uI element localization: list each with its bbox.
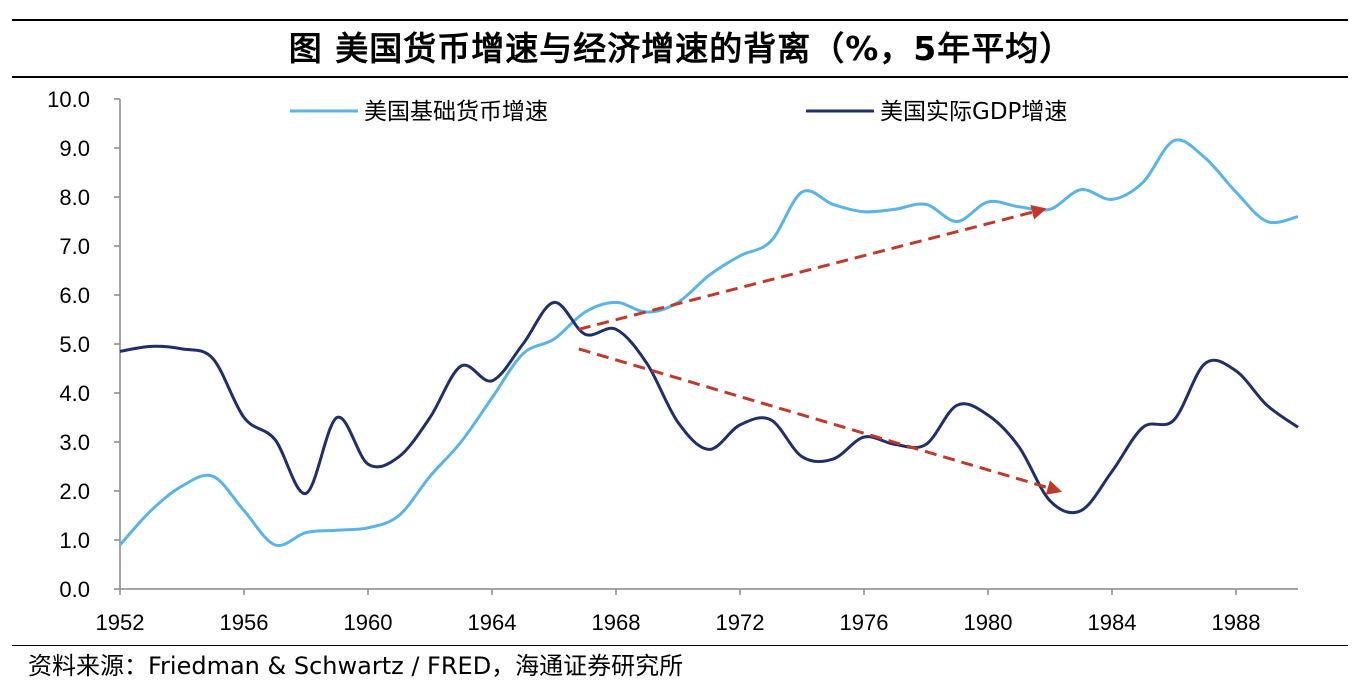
source-note: 资料来源：Friedman & Schwartz / FRED，海通证券研究所: [28, 652, 684, 680]
series-line-real-gdp: [119, 300, 1299, 515]
y-tick-label: 4.0: [59, 381, 90, 406]
y-tick-label: 8.0: [59, 185, 90, 210]
y-tick-label: 10.0: [47, 87, 90, 112]
source-rule: [12, 645, 1348, 646]
y-tick-label: 2.0: [59, 479, 90, 504]
legend-item-real-gdp-label: 美国实际GDP增速: [880, 99, 1067, 125]
x-tick-label: 1960: [344, 610, 393, 635]
y-tick-label: 3.0: [59, 430, 90, 455]
x-tick-label: 1972: [716, 610, 765, 635]
x-tick-label: 1988: [1212, 610, 1261, 635]
annotation-arrow-up: [578, 204, 1047, 331]
x-tick-label: 1956: [220, 610, 269, 635]
legend-item-base-money-label: 美国基础货币增速: [364, 99, 548, 125]
y-tick-label: 9.0: [59, 136, 90, 161]
title-top-rule: [12, 19, 1348, 21]
y-tick-label: 6.0: [59, 283, 90, 308]
series-line-base-money: [118, 138, 1299, 548]
x-tick-label: 1952: [96, 610, 145, 635]
y-tick-label: 0.0: [59, 577, 90, 602]
y-tick-label: 1.0: [59, 528, 90, 553]
chart-title: 图 美国货币增速与经济增速的背离（%，5年平均）: [288, 29, 1074, 68]
x-tick-label: 1976: [840, 610, 889, 635]
x-tick-label: 1984: [1088, 610, 1137, 635]
y-tick-label: 5.0: [59, 332, 90, 357]
x-tick-label: 1980: [964, 610, 1013, 635]
annotation-arrow-down: [578, 347, 1063, 495]
x-tick-label: 1968: [592, 610, 641, 635]
y-tick-label: 7.0: [59, 234, 90, 259]
title-bottom-rule: [12, 76, 1348, 78]
x-tick-label: 1964: [468, 610, 517, 635]
